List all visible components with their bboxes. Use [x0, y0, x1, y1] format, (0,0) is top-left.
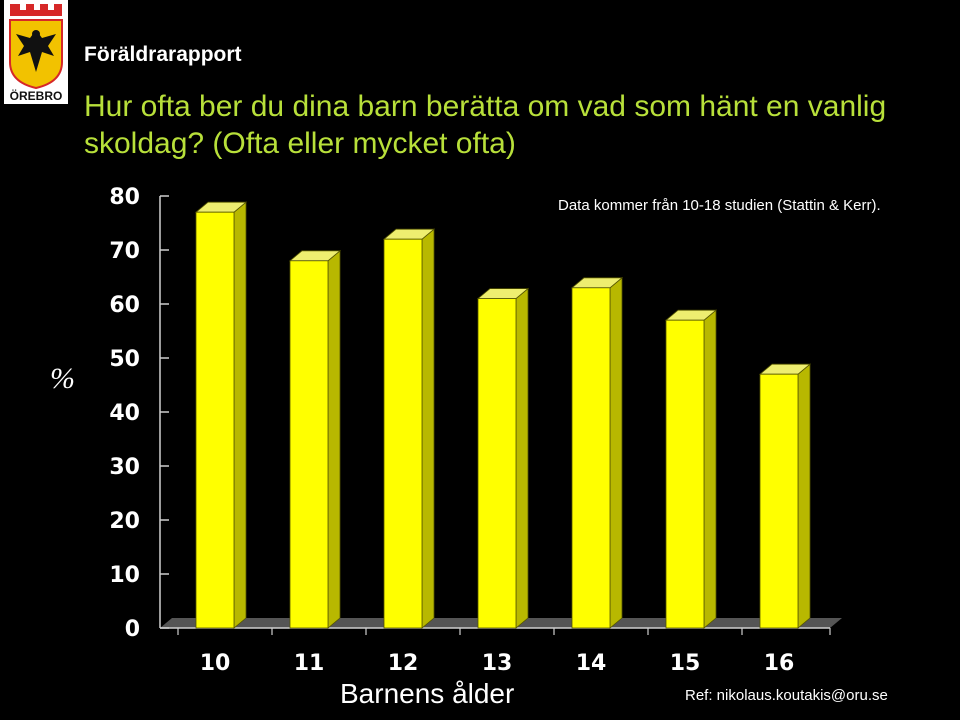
x-tick-label: 15	[670, 651, 701, 676]
y-tick-label: 40	[109, 401, 140, 426]
logo-wordmark: ÖREBRO	[10, 88, 63, 103]
bar-12	[383, 238, 423, 629]
x-tick-label: 10	[200, 651, 231, 676]
question-heading: Hur ofta ber du dina barn berätta om vad…	[84, 90, 887, 160]
y-tick-label: 70	[109, 239, 140, 264]
bar-14	[571, 287, 611, 629]
bar-10	[195, 211, 235, 629]
bar-15	[665, 319, 705, 629]
y-tick-label: 30	[109, 455, 140, 480]
y-tick-label: 20	[109, 509, 140, 534]
report-brand-title: Föräldrarapport	[84, 43, 242, 66]
bar-11	[289, 260, 329, 629]
bar-side	[233, 201, 247, 629]
x-tick-label: 14	[576, 651, 607, 676]
y-tick-label: 80	[109, 185, 140, 210]
x-tick-label: 13	[482, 651, 513, 676]
bar-13	[477, 298, 517, 629]
bar-side	[421, 228, 435, 629]
orebro-coat-of-arms-logo: ÖREBRO	[4, 0, 68, 104]
bar-side	[609, 276, 623, 629]
bar-16	[759, 373, 799, 629]
x-axis-label: Barnens ålder	[340, 678, 515, 709]
y-tick-label: 50	[109, 347, 140, 372]
y-tick-label: 0	[125, 617, 140, 642]
bar-side	[797, 363, 811, 629]
reference-footer: Ref: nikolaus.koutakis@oru.se	[685, 687, 888, 704]
y-tick-label: 10	[109, 563, 140, 588]
y-tick-label: 60	[109, 293, 140, 318]
bar-side	[703, 309, 717, 629]
x-tick-label: 12	[388, 651, 419, 676]
y-axis-label: %	[50, 362, 75, 395]
bar-side	[327, 249, 341, 629]
x-tick-label: 16	[764, 651, 795, 676]
data-source-note: Data kommer från 10-18 studien (Stattin …	[558, 197, 881, 214]
bar-side	[515, 287, 529, 629]
x-tick-label: 11	[294, 651, 325, 676]
